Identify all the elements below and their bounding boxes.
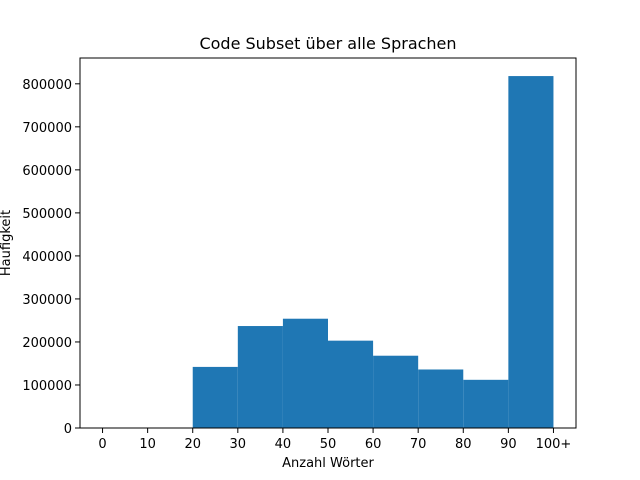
y-tick-label: 500000: [22, 207, 72, 222]
y-tick-label: 700000: [22, 121, 72, 136]
histogram-bar-20-30: [192, 366, 238, 428]
y-tick-label: 100000: [22, 379, 72, 394]
histogram-bar-90-100: [508, 76, 554, 429]
x-tick-label: 10: [139, 437, 156, 452]
y-tick-label: 300000: [22, 293, 72, 308]
plot-frame: [79, 57, 577, 429]
y-tick-label: 800000: [22, 78, 72, 93]
histogram-bar-30-40: [237, 326, 283, 428]
chart-title: Code Subset über alle Sprachen: [199, 34, 456, 53]
y-tick-label: 400000: [22, 250, 72, 265]
x-tick-label: 20: [184, 437, 201, 452]
x-tick-label: 90: [500, 437, 517, 452]
x-tick-label: 0: [98, 437, 106, 452]
x-tick-label: 70: [410, 437, 427, 452]
y-tick-label: 600000: [22, 164, 72, 179]
x-axis: 0 10 20 30 40 50 60 70 80 90 100+: [98, 428, 571, 452]
x-tick-label: 100+: [536, 437, 572, 452]
histogram-bar-50-60: [328, 340, 374, 428]
histogram-bar-60-70: [373, 355, 419, 428]
y-tick-label: 200000: [22, 336, 72, 351]
x-tick-label: 80: [455, 437, 472, 452]
x-tick-label: 60: [365, 437, 382, 452]
y-axis: 0 100000 200000 300000 400000 500000 600000 700…: [22, 78, 80, 437]
x-tick-label: 50: [320, 437, 337, 452]
bars-group: [192, 76, 554, 429]
histogram-bar-40-50: [282, 318, 328, 428]
histogram-bar-80-90: [463, 379, 509, 428]
x-tick-label: 40: [275, 437, 292, 452]
histogram-bar-70-80: [418, 369, 464, 428]
y-axis-label: Haufigkeit: [0, 210, 14, 276]
x-tick-label: 30: [230, 437, 247, 452]
x-axis-label: Anzahl Wörter: [282, 456, 374, 471]
y-tick-label: 0: [64, 422, 72, 437]
